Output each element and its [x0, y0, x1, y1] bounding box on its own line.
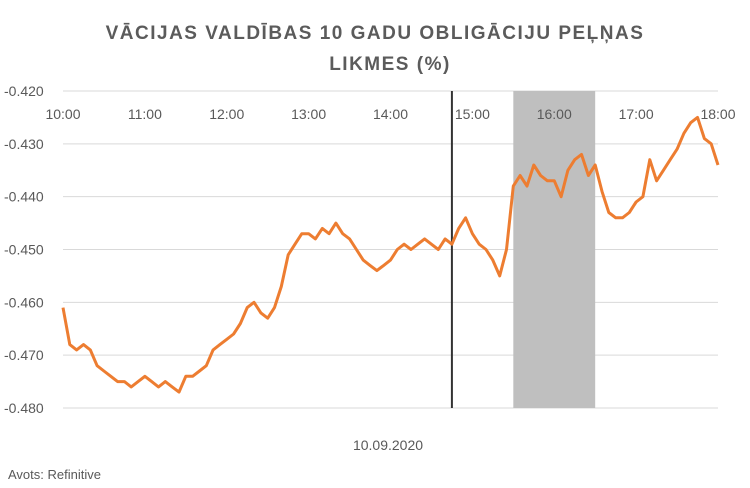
x-tick-labels: 10:00 11:00 12:00 13:00 14:00 15:00 16:00 17:00…: [45, 106, 735, 122]
x-tick-label: 10:00: [45, 106, 80, 122]
x-tick-label: 14:00: [373, 106, 408, 122]
y-tick-label: -0.470: [4, 347, 44, 363]
y-tick-label: -0.460: [4, 294, 44, 310]
shaded-region: [513, 91, 596, 408]
x-tick-label: 16:00: [537, 106, 572, 122]
series-line: [61, 115, 720, 394]
y-tick-label: -0.420: [4, 83, 44, 99]
x-tick-label: 11:00: [128, 106, 162, 122]
x-tick-label: 12:00: [209, 106, 244, 122]
gridlines: [63, 90, 718, 409]
x-tick-label: 17:00: [619, 106, 654, 122]
x-tick-label: 13:00: [291, 106, 326, 122]
chart-title-line1: VĀCIJAS VALDĪBAS 10 GADU OBLIGĀCIJU PEĻŅ…: [105, 23, 645, 44]
y-tick-label: -0.430: [4, 136, 44, 152]
x-axis-date-label: 10.09.2020: [352, 437, 424, 453]
x-tick-label: 15:00: [455, 106, 490, 122]
y-tick-label: -0.450: [4, 242, 44, 258]
chart-title-line2: LIKMES (%): [329, 54, 451, 75]
y-tick-label: -0.440: [4, 189, 44, 205]
y-tick-labels: -0.420 -0.430 -0.440 -0.450 -0.460 -0.470 -0.4…: [4, 83, 44, 416]
chart-title: VĀCIJAS VALDĪBAS 10 GADU OBLIGĀCIJU PEĻŅ…: [0, 18, 750, 80]
source-note: Avots: Refinitive: [8, 467, 101, 482]
x-tick-label: 18:00: [700, 106, 735, 122]
y-tick-label: -0.480: [4, 400, 44, 416]
